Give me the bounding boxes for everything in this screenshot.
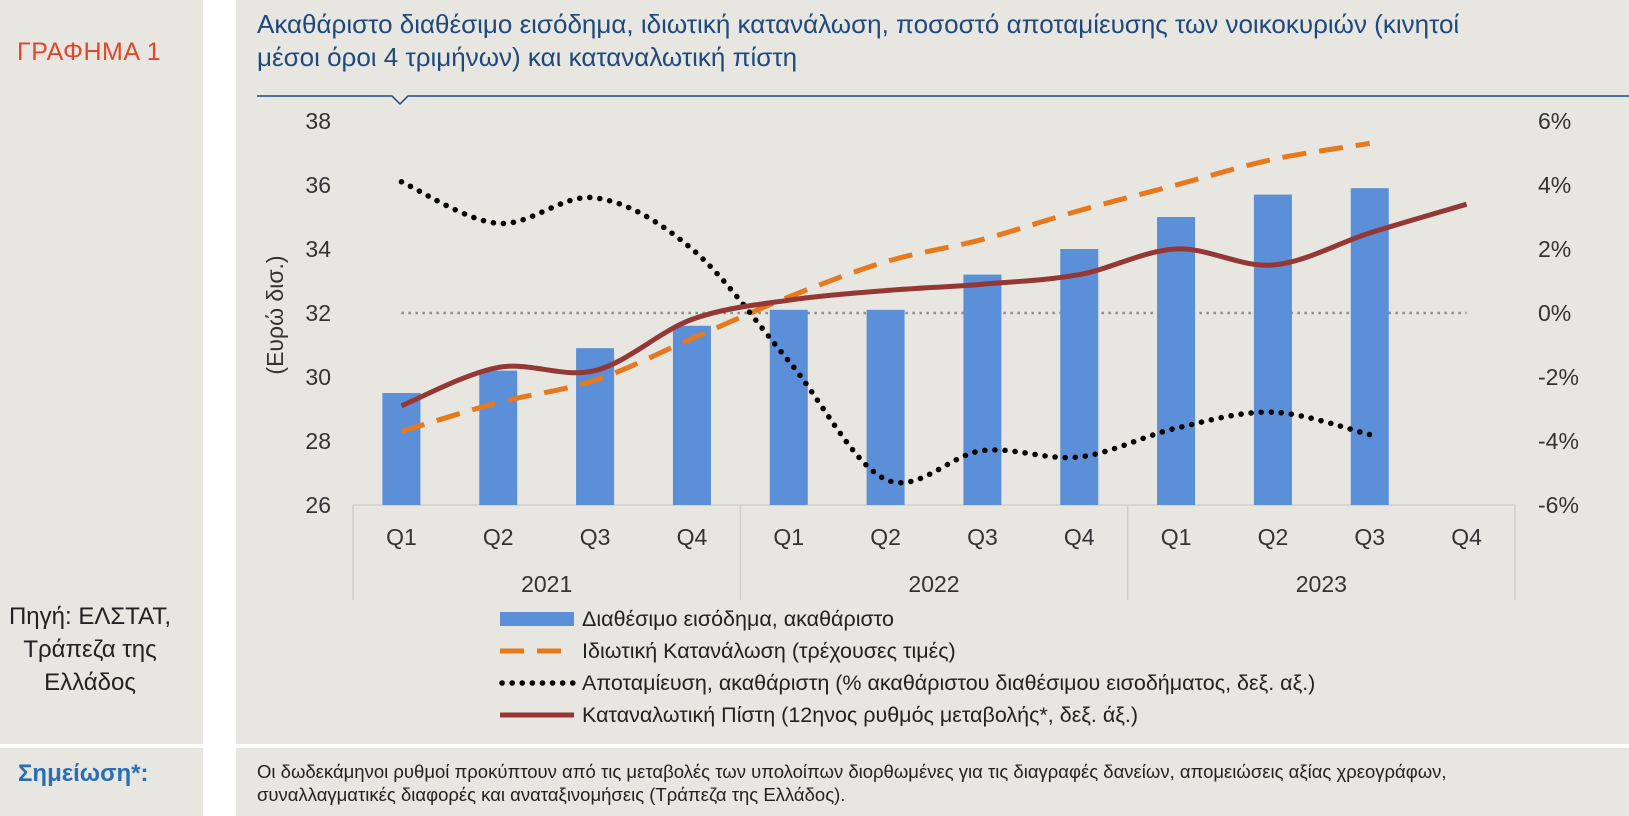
left-tick-label: 28 [305,428,331,454]
source-line-1: Πηγή: ΕΛΣΤΑΤ, [8,603,172,630]
quarter-label: Q2 [483,524,514,550]
chart-title-line-1: Ακαθάριστο διαθέσιμο εισόδημα, ιδιωτική … [257,9,1460,39]
income-bar [479,370,518,505]
income-bar [1157,217,1196,505]
quarter-label: Q2 [870,524,901,550]
title-underline [257,95,1629,106]
income-bar [963,274,1002,505]
left-tick-label: 32 [305,300,331,326]
quarter-label: Q4 [677,524,708,550]
chart-title-line-2: μέσοι όροι 4 τριμήνων) και καταναλωτική … [257,42,798,72]
income-bar [769,309,808,505]
ticks: 38 36 34 32 30 28 26 6% 4% 2% 0% -2% -4% -6% Q1 Q2 Q3 Q4 Q… [305,108,1579,597]
legend-swatch-income [500,612,574,626]
quarter-label: Q1 [773,524,804,550]
right-tick-label: 0% [1538,300,1571,326]
legend-label: Καταναλωτική Πίστη (12ηνος ρυθμός μεταβο… [582,703,1138,727]
quarter-label: Q4 [1451,524,1482,550]
right-tick-label: -2% [1538,364,1579,390]
quarter-label: Q4 [1064,524,1095,550]
left-tick-label: 34 [305,236,331,262]
note-label: Σημείωση*: [18,760,149,787]
left-tick-label: 26 [305,492,331,518]
chart-panel [236,0,1629,744]
source-text: Πηγή: ΕΛΣΤΑΤ, Τράπεζα της Ελλάδος [0,600,180,699]
note-panel [236,748,1629,816]
legend-label: Αποταμίευση, ακαθάριστη (% ακαθάριστου δ… [582,671,1315,695]
income-bar [1350,188,1389,505]
right-tick-label: 2% [1538,236,1571,262]
source-line-2: Τράπεζα της [23,636,157,663]
left-tick-label: 30 [305,364,331,390]
left-panel [0,0,203,744]
quarter-label: Q3 [580,524,611,550]
consumer-credit-line [400,201,1468,409]
y-axis-label: (Ευρώ δισ.) [262,255,288,374]
legend: Διαθέσιμο εισόδημα, ακαθάριστο Ιδιωτική Κ… [499,607,1315,727]
quarter-label: Q3 [1354,524,1385,550]
axes [352,311,1516,600]
income-bar [1060,249,1099,505]
note-text: Οι δωδεκάμηνοι ρυθμοί προκύπτουν από τις… [257,760,1617,806]
chart: 38 36 34 32 30 28 26 6% 4% 2% 0% -2% -4% -6% Q1 Q2 Q3 Q4 Q… [257,95,1629,727]
source-line-3: Ελλάδος [44,669,136,696]
income-bar [1253,194,1292,505]
right-tick-label: -4% [1538,428,1579,454]
quarter-label: Q1 [386,524,417,550]
figure-label: ΓΡΑΦΗΜΑ 1 [17,38,162,66]
note-line-1: Οι δωδεκάμηνοι ρυθμοί προκύπτουν από τις… [257,761,1447,782]
quarter-label: Q1 [1161,524,1192,550]
right-tick-label: 6% [1538,108,1571,134]
income-bar [672,325,711,505]
right-tick-label: 4% [1538,172,1571,198]
year-label: 2023 [1296,571,1347,597]
income-bar [382,393,421,505]
savings-line [398,179,1373,486]
quarter-label: Q2 [1258,524,1289,550]
right-tick-label: -6% [1538,492,1579,518]
legend-label: Ιδιωτική Κατανάλωση (τρέχουσες τιμές) [582,639,956,663]
legend-label: Διαθέσιμο εισόδημα, ακαθάριστο [582,607,894,631]
left-tick-label: 38 [305,108,331,134]
year-label: 2021 [521,571,572,597]
note-left-panel [0,748,203,816]
left-tick-label: 36 [305,172,331,198]
income-bar [866,309,905,505]
bars [382,188,1389,505]
chart-title: Ακαθάριστο διαθέσιμο εισόδημα, ιδιωτική … [257,8,1629,74]
year-label: 2022 [908,571,959,597]
quarter-label: Q3 [967,524,998,550]
lines [398,140,1468,486]
note-line-2: συναλλαγματικές διαφορές και αναταξινομή… [257,784,846,805]
